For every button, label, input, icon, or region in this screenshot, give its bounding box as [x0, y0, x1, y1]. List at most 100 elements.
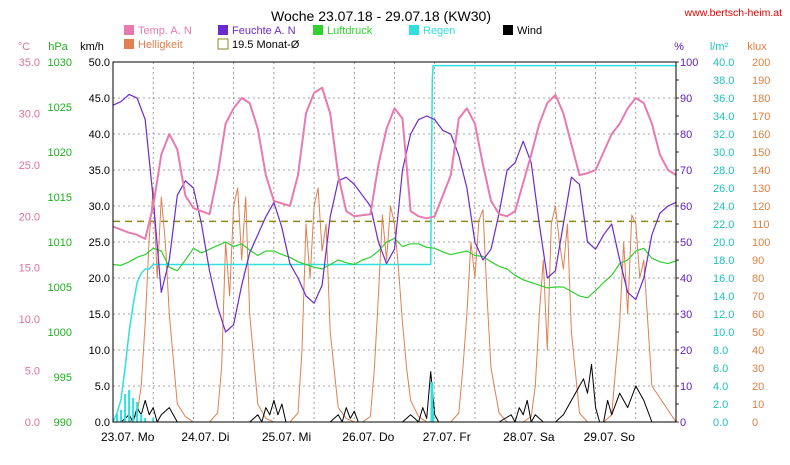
x-tick-label: 28.07. Sa — [503, 430, 555, 444]
tick-label-hpa: 1000 — [48, 327, 72, 339]
rain-bar — [128, 390, 131, 422]
tick-label-temp: 25.0 — [19, 160, 40, 172]
tick-label-klux: 30 — [752, 363, 764, 375]
axis-unit-hpa: hPa — [48, 41, 68, 53]
tick-label-lm2: 2.0 — [713, 399, 728, 411]
tick-label-hpa: 1005 — [48, 282, 72, 294]
legend-item: Temp. A. N — [124, 25, 192, 37]
x-tick-label: 26.07. Do — [342, 430, 394, 444]
rain-bar — [140, 414, 143, 422]
tick-label-lm2: 8.0 — [713, 345, 728, 357]
tick-label-lm2: 20.0 — [713, 237, 734, 249]
series-layer — [112, 64, 677, 423]
tick-label-klux: 190 — [752, 75, 770, 87]
tick-label-pct: 40 — [680, 273, 692, 285]
tick-label-lm2: 14.0 — [713, 291, 734, 303]
tick-label-klux: 60 — [752, 309, 764, 321]
tick-label-hpa: 1020 — [48, 147, 72, 159]
tick-label-pct: 10 — [680, 381, 692, 393]
tick-label-pct: 100 — [680, 57, 698, 69]
legend-item: Wind — [503, 25, 542, 37]
legend-swatch — [313, 25, 323, 35]
tick-label-lm2: 12.0 — [713, 309, 734, 321]
x-axis-labels: 23.07. Mo 24.07. Di 25.07. Mi 26.07. Do 27.0… — [101, 430, 635, 444]
tick-label-pct: 50 — [680, 237, 692, 249]
series-luftdruck — [112, 237, 677, 299]
tick-label-klux: 70 — [752, 291, 764, 303]
legend-label: Luftdruck — [327, 25, 373, 37]
legend-item: Luftdruck — [313, 25, 373, 37]
tick-label-lm2: 22.0 — [713, 219, 734, 231]
tick-label-hpa: 1010 — [48, 237, 72, 249]
legend-item: Helligkeit — [124, 39, 183, 51]
tick-label-klux: 40 — [752, 345, 764, 357]
tick-label-kmh: 15.0 — [89, 309, 110, 321]
source-link[interactable]: www.bertsch-heim.at — [684, 7, 783, 19]
legend-item: Regen — [409, 25, 455, 37]
rain-bar — [124, 394, 127, 422]
axis-unit-pct: % — [674, 41, 684, 53]
tick-label-pct: 0 — [680, 417, 686, 429]
series-temp-a-n — [112, 86, 677, 240]
tick-label-klux: 50 — [752, 327, 764, 339]
tick-label-klux: 140 — [752, 165, 770, 177]
x-tick-label: 24.07. Di — [181, 430, 229, 444]
tick-label-temp: 35.0 — [19, 57, 40, 69]
tick-label-pct: 20 — [680, 345, 692, 357]
tick-label-klux: 170 — [752, 111, 770, 123]
tick-label-kmh: 25.0 — [89, 237, 110, 249]
plot-frame — [112, 61, 677, 423]
tick-label-hpa: 995 — [54, 372, 72, 384]
tick-label-lm2: 0.0 — [713, 417, 728, 429]
tick-label-lm2: 40.0 — [713, 57, 734, 69]
legend-label: Regen — [423, 25, 455, 37]
rain-bar — [136, 402, 139, 422]
tick-label-lm2: 36.0 — [713, 93, 734, 105]
tick-label-kmh: 5.0 — [95, 381, 110, 393]
tick-label-temp: 15.0 — [19, 263, 40, 275]
tick-label-temp: 20.0 — [19, 211, 40, 223]
x-tick-label: 29.07. So — [584, 430, 636, 444]
tick-label-lm2: 6.0 — [713, 363, 728, 375]
tick-label-lm2: 26.0 — [713, 183, 734, 195]
tick-label-kmh: 45.0 — [89, 93, 110, 105]
rain-bar — [120, 410, 123, 422]
tick-label-klux: 0 — [752, 417, 758, 429]
tick-label-klux: 150 — [752, 147, 770, 159]
legend-swatch — [124, 25, 134, 35]
legend-label: Helligkeit — [138, 39, 183, 51]
axis-unit-lm2: l/m² — [710, 41, 729, 53]
tick-label-kmh: 50.0 — [89, 57, 110, 69]
tick-label-temp: 5.0 — [25, 366, 40, 378]
tick-label-klux: 100 — [752, 237, 770, 249]
legend-swatch — [218, 25, 228, 35]
x-tick-label: 23.07. Mo — [101, 430, 155, 444]
tick-label-lm2: 28.0 — [713, 165, 734, 177]
tick-label-hpa: 990 — [54, 417, 72, 429]
tick-label-klux: 110 — [752, 219, 770, 231]
tick-label-kmh: 0.0 — [95, 417, 110, 429]
series-helligkeit — [113, 187, 677, 423]
tick-label-kmh: 10.0 — [89, 345, 110, 357]
tick-label-lm2: 10.0 — [713, 327, 734, 339]
tick-label-lm2: 18.0 — [713, 255, 734, 267]
rain-bar — [116, 414, 119, 422]
tick-label-temp: 30.0 — [19, 108, 40, 120]
tick-label-klux: 20 — [752, 381, 764, 393]
tick-label-kmh: 20.0 — [89, 273, 110, 285]
legend-label: Feuchte A. N — [232, 25, 296, 37]
tick-label-klux: 90 — [752, 255, 764, 267]
axis-unit-klux: klux — [747, 41, 767, 53]
legend: Temp. A. N Feuchte A. N Luftdruck Regen Wind… — [124, 25, 542, 51]
rain-bar — [132, 398, 135, 422]
tick-label-temp: 10.0 — [19, 314, 40, 326]
tick-label-pct: 80 — [680, 129, 692, 141]
tick-label-klux: 200 — [752, 57, 770, 69]
legend-label: Temp. A. N — [138, 25, 192, 37]
tick-label-klux: 160 — [752, 129, 770, 141]
tick-label-kmh: 35.0 — [89, 165, 110, 177]
chart-title: Woche 23.07.18 - 29.07.18 (KW30) — [271, 8, 491, 24]
legend-item: Feuchte A. N — [218, 25, 296, 37]
